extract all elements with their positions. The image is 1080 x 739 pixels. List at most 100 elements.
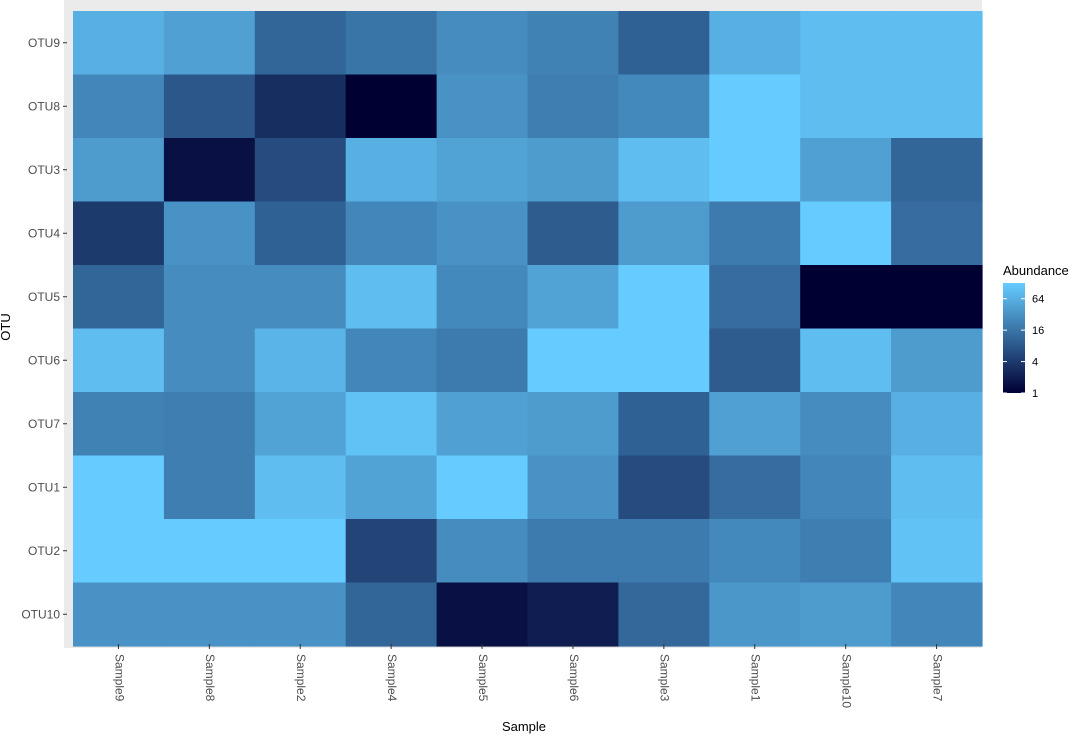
heatmap-cell-OTU2-Sample7 [891, 519, 983, 584]
x-tick-label: Sample1 [749, 654, 763, 702]
heatmap-cell-OTU2-Sample9 [73, 519, 165, 584]
heatmap-cell-OTU9-Sample4 [345, 11, 438, 76]
heatmap-cell-OTU6-Sample6 [527, 328, 619, 393]
x-tick-label: Sample5 [476, 654, 490, 702]
heatmap-cell-OTU6-Sample9 [73, 328, 165, 393]
heatmap-cell-OTU2-Sample5 [436, 519, 529, 584]
heatmap-cell-OTU3-Sample9 [73, 138, 165, 203]
heatmap-cell-OTU10-Sample10 [800, 582, 892, 647]
y-tick-label: OTU2 [28, 544, 60, 558]
heatmap-cell-OTU8-Sample8 [163, 74, 256, 139]
heatmap-cell-OTU7-Sample3 [618, 392, 710, 457]
legend-tick-label: 1 [1032, 388, 1038, 400]
y-axis-title: OTU [0, 313, 13, 340]
heatmap-cell-OTU1-Sample8 [163, 455, 256, 520]
heatmap-cell-OTU2-Sample8 [163, 519, 256, 584]
heatmap-cell-OTU4-Sample7 [891, 201, 983, 266]
x-axis: Sample9 Sample8 Sample2 Sample4 Sample5 Sampl… [112, 644, 944, 708]
heatmap-cell-OTU2-Sample3 [618, 519, 710, 584]
heatmap-cells [73, 11, 983, 647]
y-tick-label: OTU9 [28, 36, 60, 50]
heatmap-cell-OTU1-Sample6 [527, 455, 619, 520]
heatmap-cell-OTU6-Sample3 [618, 328, 710, 393]
heatmap-cell-OTU9-Sample9 [73, 11, 165, 76]
x-tick-label: Sample9 [112, 654, 126, 702]
heatmap-cell-OTU1-Sample9 [73, 455, 165, 520]
heatmap-cell-OTU5-Sample5 [436, 265, 529, 330]
x-tick-label: Sample3 [658, 654, 672, 702]
heatmap-cell-OTU3-Sample6 [527, 138, 619, 203]
heatmap-cell-OTU2-Sample1 [709, 519, 801, 584]
heatmap-cell-OTU4-Sample5 [436, 201, 529, 266]
heatmap-cell-OTU5-Sample6 [527, 265, 619, 330]
heatmap-cell-OTU8-Sample3 [618, 74, 710, 139]
y-axis: OTU9 OTU8 OTU3 OTU4 OTU5 OTU6 OTU7 OTU1 OTU2 OTU1… [21, 36, 67, 621]
heatmap-cell-OTU9-Sample8 [163, 11, 256, 76]
heatmap-cell-OTU5-Sample9 [73, 265, 165, 330]
heatmap-cell-OTU5-Sample8 [163, 265, 256, 330]
heatmap-cell-OTU7-Sample2 [254, 392, 347, 457]
heatmap-cell-OTU4-Sample6 [527, 201, 619, 266]
legend-title: Abundance [1003, 263, 1069, 278]
heatmap-cell-OTU7-Sample10 [800, 392, 892, 457]
heatmap-cell-OTU10-Sample2 [254, 582, 347, 647]
x-tick-label: Sample4 [385, 654, 399, 702]
heatmap-cell-OTU4-Sample3 [618, 201, 710, 266]
heatmap-cell-OTU1-Sample5 [436, 455, 529, 520]
heatmap-cell-OTU3-Sample1 [709, 138, 801, 203]
heatmap-cell-OTU8-Sample1 [709, 74, 801, 139]
heatmap-cell-OTU8-Sample9 [73, 74, 165, 139]
heatmap-cell-OTU7-Sample5 [436, 392, 529, 457]
heatmap-cell-OTU9-Sample5 [436, 11, 529, 76]
heatmap-cell-OTU3-Sample7 [891, 138, 983, 203]
heatmap-cell-OTU7-Sample4 [345, 392, 438, 457]
heatmap-cell-OTU2-Sample4 [345, 519, 438, 584]
heatmap-cell-OTU4-Sample2 [254, 201, 347, 266]
heatmap-cell-OTU3-Sample4 [345, 138, 438, 203]
heatmap-cell-OTU10-Sample6 [527, 582, 619, 647]
heatmap-cell-OTU3-Sample8 [163, 138, 256, 203]
x-tick-label: Sample8 [203, 654, 217, 702]
heatmap-cell-OTU8-Sample2 [254, 74, 347, 139]
heatmap-cell-OTU4-Sample9 [73, 201, 165, 266]
heatmap-cell-OTU3-Sample10 [800, 138, 892, 203]
heatmap-cell-OTU6-Sample2 [254, 328, 347, 393]
heatmap-cell-OTU9-Sample2 [254, 11, 347, 76]
heatmap-cell-OTU2-Sample6 [527, 519, 619, 584]
heatmap-cell-OTU5-Sample10 [800, 265, 892, 330]
heatmap-cell-OTU10-Sample5 [436, 582, 529, 647]
legend-colorbar [1003, 283, 1025, 393]
heatmap-cell-OTU5-Sample7 [891, 265, 983, 330]
heatmap-cell-OTU10-Sample3 [618, 582, 710, 647]
heatmap-cell-OTU3-Sample2 [254, 138, 347, 203]
heatmap-cell-OTU3-Sample5 [436, 138, 529, 203]
heatmap-cell-OTU8-Sample6 [527, 74, 619, 139]
heatmap-cell-OTU4-Sample4 [345, 201, 438, 266]
legend-ticks: 1 4 16 64 [1003, 294, 1044, 400]
heatmap-cell-OTU2-Sample10 [800, 519, 892, 584]
heatmap-cell-OTU7-Sample9 [73, 392, 165, 457]
y-tick-label: OTU10 [21, 607, 60, 621]
heatmap-cell-OTU4-Sample8 [163, 201, 256, 266]
heatmap-cell-OTU10-Sample8 [163, 582, 256, 647]
x-tick-label: Sample6 [567, 654, 581, 702]
x-tick-label: Sample2 [294, 654, 308, 702]
heatmap-cell-OTU8-Sample10 [800, 74, 892, 139]
heatmap-cell-OTU1-Sample4 [345, 455, 438, 520]
legend: Abundance 1 4 16 64 [1003, 263, 1069, 400]
legend-tick-label: 4 [1032, 357, 1038, 369]
heatmap-cell-OTU8-Sample4 [345, 74, 438, 139]
y-tick-label: OTU1 [28, 480, 60, 494]
heatmap-cell-OTU5-Sample3 [618, 265, 710, 330]
heatmap-cell-OTU1-Sample3 [618, 455, 710, 520]
heatmap-cell-OTU1-Sample7 [891, 455, 983, 520]
y-tick-label: OTU6 [28, 353, 60, 367]
heatmap-cell-OTU1-Sample2 [254, 455, 347, 520]
heatmap-cell-OTU6-Sample10 [800, 328, 892, 393]
heatmap-cell-OTU7-Sample7 [891, 392, 983, 457]
y-tick-label: OTU4 [28, 226, 60, 240]
x-tick-label: Sample10 [839, 654, 853, 708]
heatmap-cell-OTU9-Sample3 [618, 11, 710, 76]
heatmap-cell-OTU6-Sample4 [345, 328, 438, 393]
heatmap-cell-OTU8-Sample5 [436, 74, 529, 139]
